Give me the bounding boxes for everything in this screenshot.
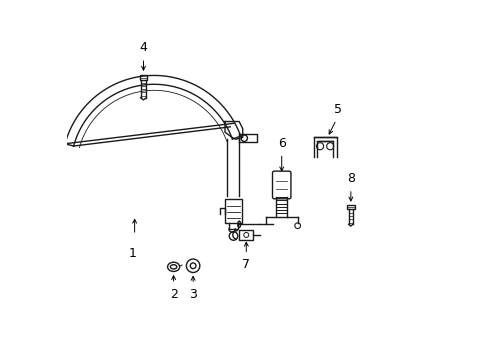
Text: 8: 8 — [346, 172, 354, 185]
Text: 6: 6 — [277, 137, 285, 150]
Text: 7: 7 — [242, 258, 250, 271]
FancyBboxPatch shape — [224, 199, 242, 222]
FancyBboxPatch shape — [139, 75, 147, 80]
Text: 2: 2 — [169, 288, 177, 301]
Text: 5: 5 — [333, 103, 342, 116]
Text: 3: 3 — [189, 288, 197, 301]
FancyBboxPatch shape — [239, 230, 253, 240]
FancyBboxPatch shape — [272, 171, 290, 199]
Text: 4: 4 — [139, 41, 147, 54]
FancyBboxPatch shape — [346, 205, 354, 209]
Text: 1: 1 — [129, 247, 137, 260]
